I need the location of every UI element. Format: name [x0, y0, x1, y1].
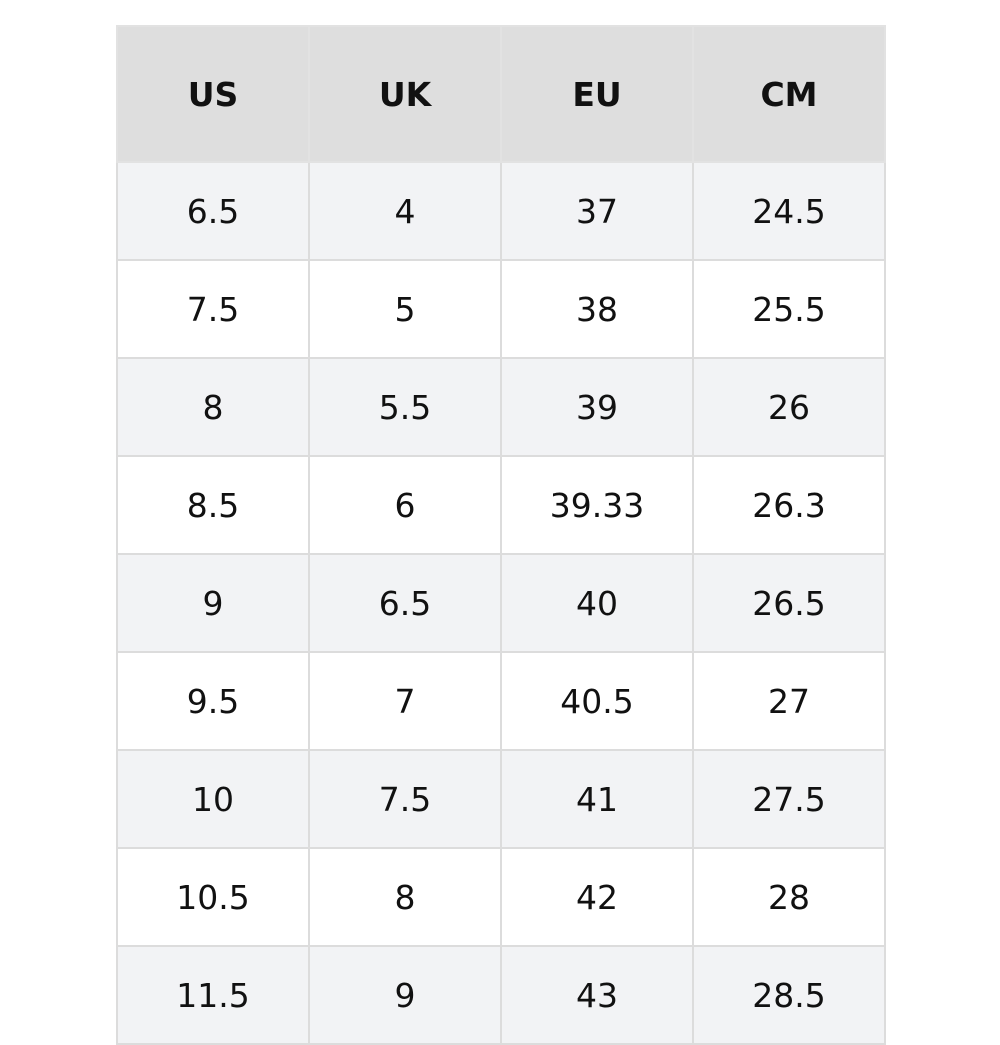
- table-cell: 5: [308, 259, 502, 359]
- table-cell: 10: [116, 749, 310, 849]
- table-cell: 7.5: [308, 749, 502, 849]
- table-cell: 40.5: [500, 651, 694, 751]
- table-cell: 5.5: [308, 357, 502, 457]
- table-row: 9.5 7 40.5 27: [116, 651, 886, 751]
- table-cell: 27.5: [692, 749, 886, 849]
- table-row: 8.5 6 39.33 26.3: [116, 455, 886, 555]
- table-row: 7.5 5 38 25.5: [116, 259, 886, 359]
- table-cell: 39.33: [500, 455, 694, 555]
- table-row: 8 5.5 39 26: [116, 357, 886, 457]
- table-cell: 9: [116, 553, 310, 653]
- table-cell: 7: [308, 651, 502, 751]
- table-cell: 9.5: [116, 651, 310, 751]
- table-header: US UK EU CM: [116, 25, 886, 163]
- table-cell: 4: [308, 161, 502, 261]
- table-cell: 41: [500, 749, 694, 849]
- table-cell: 42: [500, 847, 694, 947]
- table-cell: 28: [692, 847, 886, 947]
- table-cell: 39: [500, 357, 694, 457]
- page: US UK EU CM 6.5 4 37 24.5 7.5 5 38 25.5 8 5.5 39 26 8.5…: [116, 25, 886, 1045]
- table-cell: 7.5: [116, 259, 310, 359]
- table-cell: 8.5: [116, 455, 310, 555]
- header-cell: CM: [692, 25, 886, 163]
- table-row: 9 6.5 40 26.5: [116, 553, 886, 653]
- header-cell: EU: [500, 25, 694, 163]
- header-cell: UK: [308, 25, 502, 163]
- table-cell: 40: [500, 553, 694, 653]
- table-row: 10 7.5 41 27.5: [116, 749, 886, 849]
- table-cell: 24.5: [692, 161, 886, 261]
- table-cell: 27: [692, 651, 886, 751]
- table-body: 6.5 4 37 24.5 7.5 5 38 25.5 8 5.5 39 26 8.5 6 39.33 26.…: [116, 161, 886, 1045]
- table-cell: 26.3: [692, 455, 886, 555]
- header-cell: US: [116, 25, 310, 163]
- table-cell: 9: [308, 945, 502, 1045]
- table-cell: 37: [500, 161, 694, 261]
- table-cell: 8: [308, 847, 502, 947]
- table-row: 11.5 9 43 28.5: [116, 945, 886, 1045]
- table-cell: 28.5: [692, 945, 886, 1045]
- size-table: US UK EU CM 6.5 4 37 24.5 7.5 5 38 25.5 8 5.5 39 26 8.5…: [116, 25, 886, 1045]
- table-row: 6.5 4 37 24.5: [116, 161, 886, 261]
- table-cell: 38: [500, 259, 694, 359]
- table-cell: 26.5: [692, 553, 886, 653]
- table-cell: 10.5: [116, 847, 310, 947]
- table-cell: 25.5: [692, 259, 886, 359]
- table-cell: 8: [116, 357, 310, 457]
- table-cell: 6: [308, 455, 502, 555]
- table-cell: 26: [692, 357, 886, 457]
- header-row: US UK EU CM: [116, 25, 886, 163]
- table-cell: 43: [500, 945, 694, 1045]
- table-cell: 6.5: [116, 161, 310, 261]
- table-row: 10.5 8 42 28: [116, 847, 886, 947]
- table-cell: 6.5: [308, 553, 502, 653]
- table-cell: 11.5: [116, 945, 310, 1045]
